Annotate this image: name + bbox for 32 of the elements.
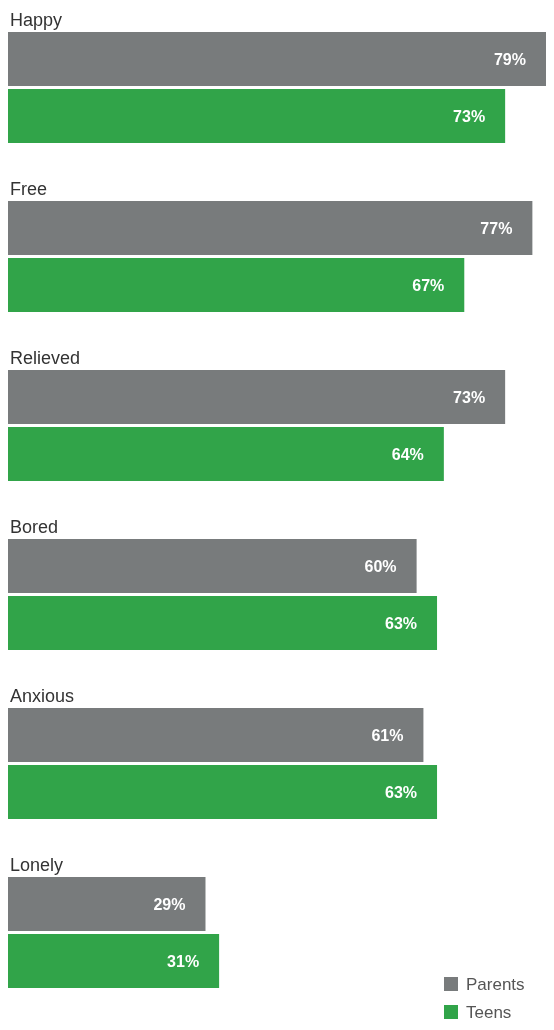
data-label: 63% [385,784,418,801]
data-label: 73% [453,108,486,125]
y-tick-label: Happy [10,10,63,30]
data-label: 63% [385,615,418,632]
data-label: 79% [493,51,526,68]
legend-label: Teens [466,1003,512,1022]
bar [8,32,546,86]
data-label: 61% [371,727,404,744]
bar [8,258,465,312]
y-tick-label: Relieved [10,348,81,368]
data-label: 31% [167,953,200,970]
bar [8,89,506,143]
data-label: 60% [364,558,397,575]
y-tick-label: Anxious [10,686,75,706]
legend-label: Parents [466,975,525,994]
bar [8,708,424,762]
data-label: 73% [453,389,486,406]
bar [8,539,417,593]
bar [8,427,444,481]
data-label: 67% [412,277,445,294]
data-label: 77% [480,220,513,237]
data-label: 64% [391,446,424,463]
bar [8,201,533,255]
bar [8,877,206,931]
y-tick-label: Free [10,179,48,199]
bar [8,370,506,424]
y-tick-label: Lonely [10,855,64,875]
data-label: 29% [153,896,186,913]
bar [8,765,438,819]
bar [8,596,438,650]
y-tick-label: Bored [10,517,59,537]
bar [8,934,220,988]
